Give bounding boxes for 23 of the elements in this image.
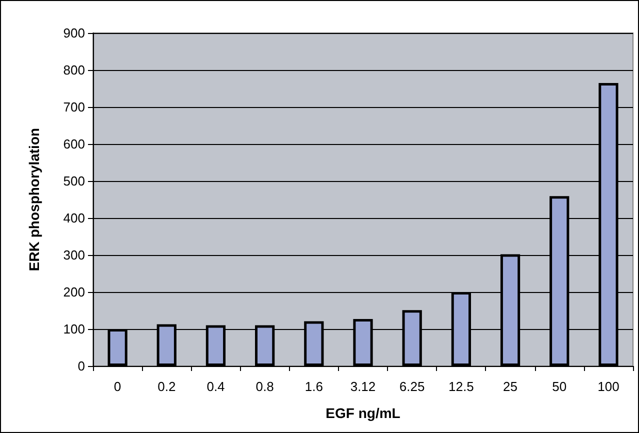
x-tick-label: 1.6 (304, 379, 323, 394)
x-tick-label: 3.12 (350, 379, 376, 394)
y-tick-label: 700 (63, 100, 85, 114)
y-tick-label: 200 (63, 284, 85, 300)
y-tick-label: 300 (63, 248, 85, 262)
y-tick-label: 400 (63, 210, 85, 226)
x-tick-label: 0.2 (158, 379, 176, 394)
x-tick-label: 0.4 (206, 379, 225, 394)
y-tick-label: 600 (63, 136, 85, 152)
x-tick-label: 6.25 (399, 379, 425, 394)
x-tick-label: 0.8 (256, 379, 274, 394)
y-tick-label: 100 (63, 322, 85, 336)
x-axis-title: EGF ng/mL (326, 405, 401, 421)
y-axis-title: ERK phosphorylation (26, 128, 42, 272)
x-tick-label: 100 (598, 379, 620, 394)
x-tick-label: 50 (552, 379, 567, 394)
y-tick-label: 500 (63, 174, 85, 188)
y-tick-label: 800 (63, 62, 85, 78)
x-tick-label: 0 (114, 379, 122, 394)
y-tick-label: 0 (78, 358, 85, 374)
x-tick-label: 25 (503, 379, 518, 394)
y-tick-label: 900 (63, 26, 85, 40)
x-tick-label: 12.5 (448, 379, 474, 394)
